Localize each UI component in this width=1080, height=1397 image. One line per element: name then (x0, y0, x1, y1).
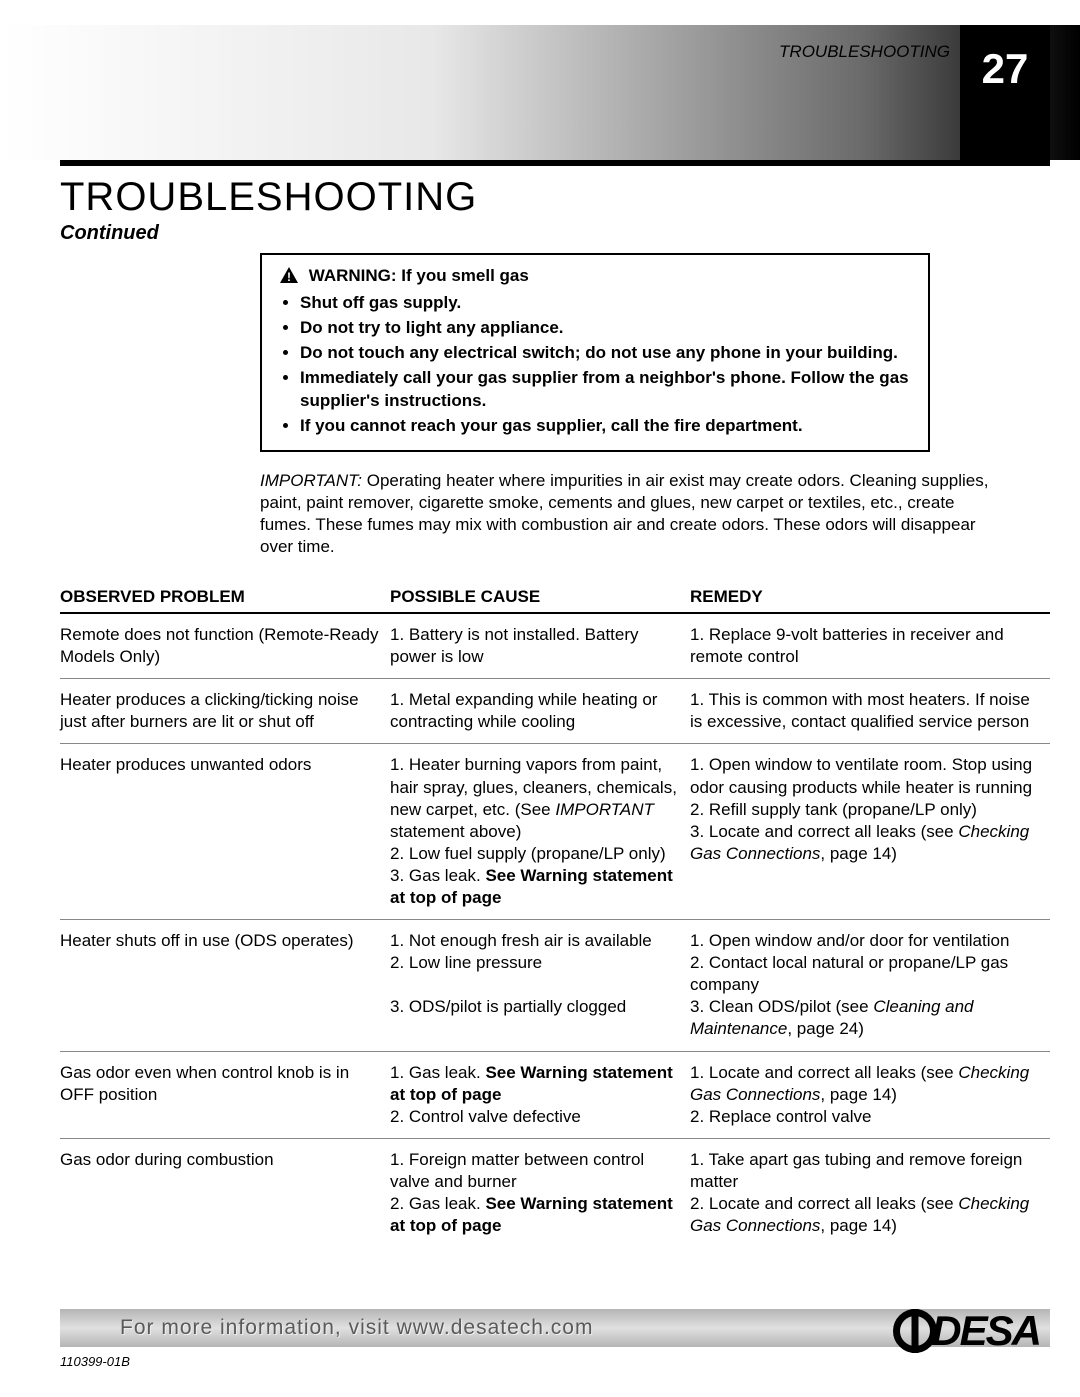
cell-cause: 1. Metal expanding while heating or cont… (390, 679, 690, 744)
footer-text: For more information, visit www.desatech… (120, 1316, 593, 1340)
page-number-box: 27 (960, 25, 1050, 160)
cell-problem: Remote does not function (Remote-Ready M… (60, 613, 390, 679)
warning-item: Shut off gas supply. (300, 292, 910, 315)
cell-remedy: 1. This is common with most heaters. If … (690, 679, 1050, 744)
warning-list: Shut off gas supply. Do not try to light… (280, 292, 910, 438)
warning-item: Immediately call your gas supplier from … (300, 367, 910, 413)
table-header-row: OBSERVED PROBLEM POSSIBLE CAUSE REMEDY (60, 586, 1050, 613)
cell-remedy: 1. Take apart gas tubing and remove fore… (690, 1138, 1050, 1247)
table-row: Heater shuts off in use (ODS operates) 1… (60, 920, 1050, 1051)
cell-cause: 1. Not enough fresh air is available2. L… (390, 920, 690, 1051)
cell-remedy: 1. Open window and/or door for ventilati… (690, 920, 1050, 1051)
col-header-cause: POSSIBLE CAUSE (390, 586, 690, 613)
warning-icon: ! (280, 267, 298, 290)
cell-problem: Heater shuts off in use (ODS operates) (60, 920, 390, 1051)
table-row: Gas odor even when control knob is in OF… (60, 1051, 1050, 1138)
cell-problem: Heater produces unwanted odors (60, 744, 390, 920)
table-row: Gas odor during combustion 1. Foreign ma… (60, 1138, 1050, 1247)
cell-cause: 1. Gas leak. See Warning statement at to… (390, 1051, 690, 1138)
cell-remedy: 1. Open window to ventilate room. Stop u… (690, 744, 1050, 920)
header-rule (60, 160, 1050, 166)
cell-cause: 1. Battery is not installed. Battery pow… (390, 613, 690, 679)
important-note: IMPORTANT: Operating heater where impuri… (260, 470, 990, 558)
table-row: Remote does not function (Remote-Ready M… (60, 613, 1050, 679)
logo-mark-icon (893, 1309, 937, 1353)
cell-cause: 1. Foreign matter between control valve … (390, 1138, 690, 1247)
table-body: Remote does not function (Remote-Ready M… (60, 613, 1050, 1247)
page-title: TROUBLESHOOTING (60, 175, 1050, 220)
cell-remedy: 1. Locate and correct all leaks (see Che… (690, 1051, 1050, 1138)
cell-problem: Gas odor during combustion (60, 1138, 390, 1247)
warning-heading: ! WARNING: If you smell gas (280, 265, 910, 290)
brand-logo: DESA (893, 1307, 1040, 1355)
important-body: Operating heater where impurities in air… (260, 471, 988, 556)
col-header-remedy: REMEDY (690, 586, 1050, 613)
continued-label: Continued (60, 222, 1050, 245)
page-header: TROUBLESHOOTING 27 (0, 0, 1080, 140)
page-number: 27 (982, 45, 1029, 92)
col-header-problem: OBSERVED PROBLEM (60, 586, 390, 613)
logo-text: DESA (931, 1307, 1040, 1355)
warning-box: ! WARNING: If you smell gas Shut off gas… (260, 253, 930, 452)
cell-cause: 1. Heater burning vapors from paint, hai… (390, 744, 690, 920)
warning-item: Do not try to light any appliance. (300, 317, 910, 340)
page-content: TROUBLESHOOTING Continued ! WARNING: If … (60, 175, 1050, 1247)
table-row: Heater produces unwanted odors 1. Heater… (60, 744, 1050, 920)
warning-item: If you cannot reach your gas supplier, c… (300, 415, 910, 438)
cell-problem: Gas odor even when control knob is in OF… (60, 1051, 390, 1138)
table-row: Heater produces a clicking/ticking noise… (60, 679, 1050, 744)
cell-remedy: 1. Replace 9-volt batteries in receiver … (690, 613, 1050, 679)
warning-item: Do not touch any electrical switch; do n… (300, 342, 910, 365)
document-number: 110399-01B (60, 1354, 130, 1369)
cell-problem: Heater produces a clicking/ticking noise… (60, 679, 390, 744)
svg-text:!: ! (287, 270, 291, 283)
warning-heading-text: WARNING: If you smell gas (309, 266, 529, 285)
header-section-label: TROUBLESHOOTING (779, 42, 950, 62)
important-lead: IMPORTANT: (260, 471, 362, 490)
troubleshooting-table: OBSERVED PROBLEM POSSIBLE CAUSE REMEDY R… (60, 586, 1050, 1247)
